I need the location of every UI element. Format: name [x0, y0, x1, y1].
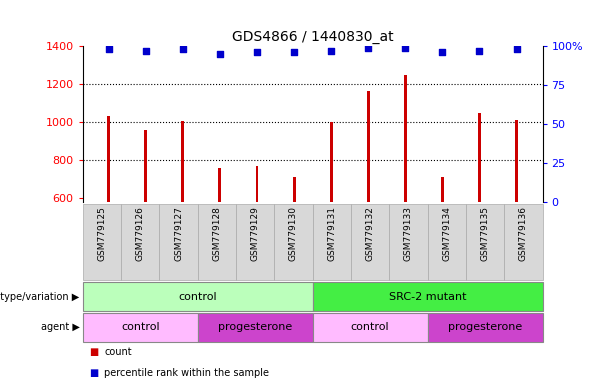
Point	[400, 45, 410, 51]
Bar	[144, 129, 147, 202]
Text: GSM779130: GSM779130	[289, 206, 298, 261]
Bar	[441, 177, 444, 202]
Point	[141, 48, 151, 54]
Text: GSM779127: GSM779127	[174, 206, 183, 261]
Bar	[197, 204, 236, 280]
Bar	[389, 204, 428, 280]
Text: control: control	[121, 322, 159, 333]
Bar	[367, 91, 370, 202]
Text: SRC-2 mutant: SRC-2 mutant	[389, 291, 466, 302]
Text: percentile rank within the sample: percentile rank within the sample	[104, 368, 269, 379]
Bar	[313, 282, 543, 311]
Bar	[313, 313, 428, 342]
Bar	[236, 204, 275, 280]
Text: control: control	[351, 322, 389, 333]
Point	[252, 49, 262, 55]
Point	[326, 48, 336, 54]
Bar	[404, 76, 407, 202]
Text: GSM779132: GSM779132	[365, 206, 375, 261]
Point	[289, 49, 299, 55]
Bar	[313, 204, 351, 280]
Text: genotype/variation ▶: genotype/variation ▶	[0, 291, 80, 302]
Text: progesterone: progesterone	[218, 322, 292, 333]
Text: GSM779135: GSM779135	[481, 206, 490, 261]
Bar	[107, 116, 110, 202]
Bar	[181, 121, 185, 202]
Bar	[428, 204, 466, 280]
Bar	[275, 204, 313, 280]
Text: ■: ■	[89, 368, 98, 379]
Bar	[256, 166, 259, 202]
Text: GSM779133: GSM779133	[404, 206, 413, 261]
Bar	[504, 204, 543, 280]
Text: GSM779125: GSM779125	[97, 206, 107, 261]
Bar	[478, 113, 481, 202]
Text: GSM779128: GSM779128	[212, 206, 221, 261]
Text: GSM779126: GSM779126	[135, 206, 145, 261]
Bar	[197, 313, 313, 342]
Point	[512, 46, 522, 52]
Bar	[466, 204, 504, 280]
Bar	[83, 282, 313, 311]
Text: agent ▶: agent ▶	[41, 322, 80, 333]
Point	[474, 48, 484, 54]
Point	[364, 45, 373, 51]
Bar	[515, 120, 518, 202]
Bar	[121, 204, 159, 280]
Text: GSM779136: GSM779136	[519, 206, 528, 261]
Bar	[218, 169, 221, 202]
Bar	[83, 204, 121, 280]
Bar	[83, 313, 197, 342]
Point	[215, 51, 225, 57]
Text: progesterone: progesterone	[448, 322, 522, 333]
Text: GSM779129: GSM779129	[251, 206, 260, 261]
Bar	[351, 204, 389, 280]
Point	[438, 49, 447, 55]
Point	[104, 46, 113, 52]
Title: GDS4866 / 1440830_at: GDS4866 / 1440830_at	[232, 30, 394, 44]
Bar	[159, 204, 197, 280]
Text: GSM779134: GSM779134	[442, 206, 451, 261]
Bar	[428, 313, 543, 342]
Bar	[292, 177, 295, 202]
Text: GSM779131: GSM779131	[327, 206, 337, 261]
Text: count: count	[104, 347, 132, 358]
Bar	[330, 122, 333, 202]
Text: control: control	[178, 291, 217, 302]
Text: ■: ■	[89, 347, 98, 358]
Point	[178, 46, 188, 52]
